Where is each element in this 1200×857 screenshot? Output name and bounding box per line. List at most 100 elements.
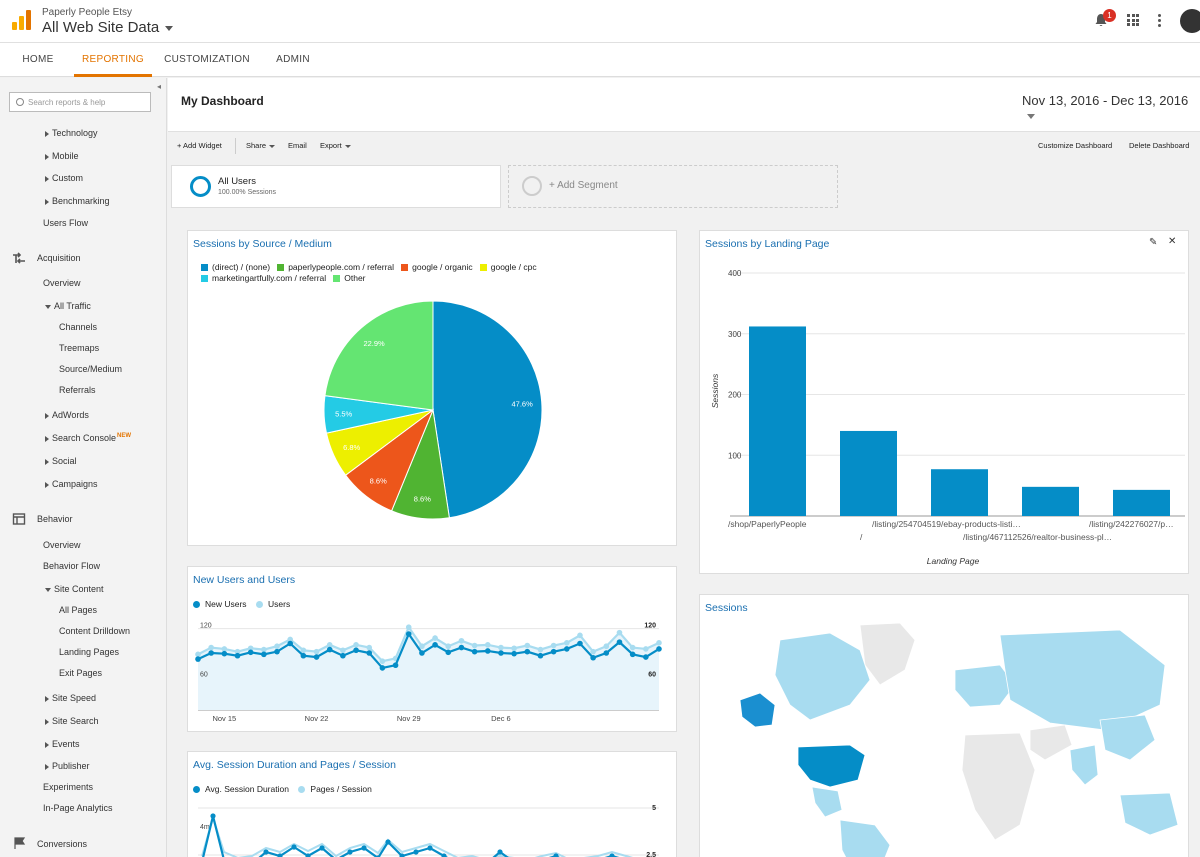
avg-duration-point[interactable]	[609, 853, 615, 857]
avg-duration-point[interactable]	[361, 845, 367, 851]
new-users-point[interactable]	[656, 646, 662, 652]
map-region-south-america[interactable]	[839, 819, 891, 857]
customize-dashboard-button[interactable]: Customize Dashboard	[1038, 141, 1113, 150]
new-users-point[interactable]	[419, 650, 425, 656]
users-point[interactable]	[195, 651, 201, 658]
users-point[interactable]	[629, 644, 636, 651]
pie-slice[interactable]	[324, 300, 434, 411]
bar[interactable]	[840, 430, 897, 516]
tab-admin[interactable]: ADMIN	[276, 54, 310, 65]
new-users-point[interactable]	[629, 651, 636, 658]
users-point[interactable]	[537, 646, 544, 653]
new-users-point[interactable]	[498, 650, 504, 656]
sidebar-item-exit-pages[interactable]: Exit Pages	[59, 668, 103, 678]
pie-chart[interactable]: 47.6% 8.6% 8.6% 6.8% 5.5% 22.9%	[188, 231, 677, 546]
sidebar-item-mobile[interactable]: Mobile	[45, 151, 79, 161]
bar[interactable]	[1113, 489, 1170, 516]
sidebar-item-behavior-flow[interactable]: Behavior Flow	[43, 561, 101, 571]
sidebar-item-search-console[interactable]: Search ConsoleNEW	[45, 433, 131, 443]
pages-session-line[interactable]	[201, 814, 654, 857]
tab-reporting[interactable]: REPORTING	[74, 43, 152, 77]
sidebar-item-users-flow[interactable]: Users Flow	[43, 218, 89, 228]
users-point[interactable]	[577, 632, 583, 639]
new-users-point[interactable]	[195, 656, 201, 662]
users-point[interactable]	[274, 643, 280, 650]
users-point[interactable]	[419, 643, 425, 650]
widget-title[interactable]: Sessions by Landing Page	[705, 238, 830, 250]
new-users-point[interactable]	[537, 652, 544, 659]
date-range-picker[interactable]: Nov 13, 2016 - Dec 13, 2016	[1022, 93, 1200, 123]
sidebar-item-acq-overview[interactable]: Overview	[43, 278, 81, 288]
avg-duration-point[interactable]	[553, 853, 559, 857]
sidebar-item-campaigns[interactable]: Campaigns	[45, 479, 98, 489]
email-button[interactable]: Email	[288, 141, 307, 150]
new-users-point[interactable]	[234, 652, 241, 659]
new-users-point[interactable]	[445, 649, 452, 656]
new-users-point[interactable]	[353, 647, 359, 654]
sidebar-item-beh-overview[interactable]: Overview	[43, 540, 81, 550]
new-users-point[interactable]	[366, 650, 373, 656]
new-users-point[interactable]	[379, 665, 386, 671]
users-point[interactable]	[300, 647, 307, 654]
users-point[interactable]	[432, 635, 438, 641]
new-users-point[interactable]	[247, 649, 254, 656]
edit-icon[interactable]: ✎	[1149, 237, 1158, 248]
avg-duration-point[interactable]	[347, 849, 353, 855]
sidebar-item-publisher[interactable]: Publisher	[45, 761, 90, 771]
sidebar-item-social[interactable]: Social	[45, 456, 77, 466]
avg-duration-point[interactable]	[210, 813, 216, 819]
users-point[interactable]	[590, 648, 596, 655]
users-point[interactable]	[326, 642, 333, 648]
share-button[interactable]: Share	[246, 141, 276, 150]
avg-duration-point[interactable]	[399, 853, 405, 857]
analytics-logo-icon[interactable]	[12, 10, 32, 30]
users-point[interactable]	[340, 647, 346, 654]
tab-home[interactable]: HOME	[22, 54, 54, 65]
avg-duration-point[interactable]	[441, 853, 447, 857]
users-point[interactable]	[313, 648, 320, 655]
sidebar-item-adwords[interactable]: AdWords	[45, 410, 89, 420]
avg-duration-point[interactable]	[305, 853, 311, 857]
new-users-point[interactable]	[590, 654, 596, 661]
users-point[interactable]	[379, 658, 386, 664]
new-users-point[interactable]	[405, 631, 412, 637]
sidebar-item-all-pages[interactable]: All Pages	[59, 605, 98, 615]
new-users-point[interactable]	[208, 650, 214, 656]
map-region-alaska[interactable]	[739, 692, 776, 728]
map-region-middle-east[interactable]	[1029, 724, 1073, 761]
users-point[interactable]	[471, 642, 478, 649]
more-menu-icon[interactable]	[1158, 14, 1162, 28]
avg-duration-point[interactable]	[497, 849, 503, 855]
users-point[interactable]	[353, 642, 359, 648]
users-point[interactable]	[498, 644, 504, 651]
pie-slice[interactable]	[432, 300, 543, 519]
bar-chart[interactable]: 400 300 200 100/shop/PaperlyPeople / /listing…	[700, 231, 1189, 574]
widget-title[interactable]: Sessions	[705, 602, 748, 614]
sidebar-item-site-content[interactable]: Site Content	[45, 584, 104, 594]
users-point[interactable]	[524, 642, 531, 649]
close-icon[interactable]: ✕	[1168, 236, 1177, 247]
widget-title[interactable]: New Users and Users	[193, 574, 296, 586]
widget-title[interactable]: Avg. Session Duration and Pages / Sessio…	[193, 759, 396, 771]
new-users-point[interactable]	[274, 648, 280, 655]
avg-session-chart[interactable]: 4m 5 2.5	[188, 752, 677, 857]
new-users-point[interactable]	[392, 662, 399, 669]
users-point[interactable]	[458, 637, 465, 644]
new-users-point[interactable]	[287, 640, 293, 647]
new-users-point[interactable]	[616, 639, 623, 645]
map-region-china[interactable]	[1099, 714, 1156, 761]
new-users-point[interactable]	[511, 650, 517, 657]
sidebar-item-referrals[interactable]: Referrals	[59, 385, 96, 395]
users-point[interactable]	[550, 642, 557, 649]
new-users-point[interactable]	[471, 648, 478, 655]
sidebar-item-technology[interactable]: Technology	[45, 128, 98, 138]
sidebar-item-all-traffic[interactable]: All Traffic	[45, 301, 91, 311]
avg-duration-point[interactable]	[263, 849, 269, 855]
collapse-sidebar-icon[interactable]: ◂	[157, 82, 162, 91]
new-users-point[interactable]	[300, 652, 307, 659]
users-point[interactable]	[603, 643, 610, 650]
users-point[interactable]	[287, 636, 293, 643]
new-users-point[interactable]	[643, 654, 649, 660]
export-button[interactable]: Export	[320, 141, 351, 150]
search-input[interactable]: Search reports & help	[9, 92, 151, 112]
